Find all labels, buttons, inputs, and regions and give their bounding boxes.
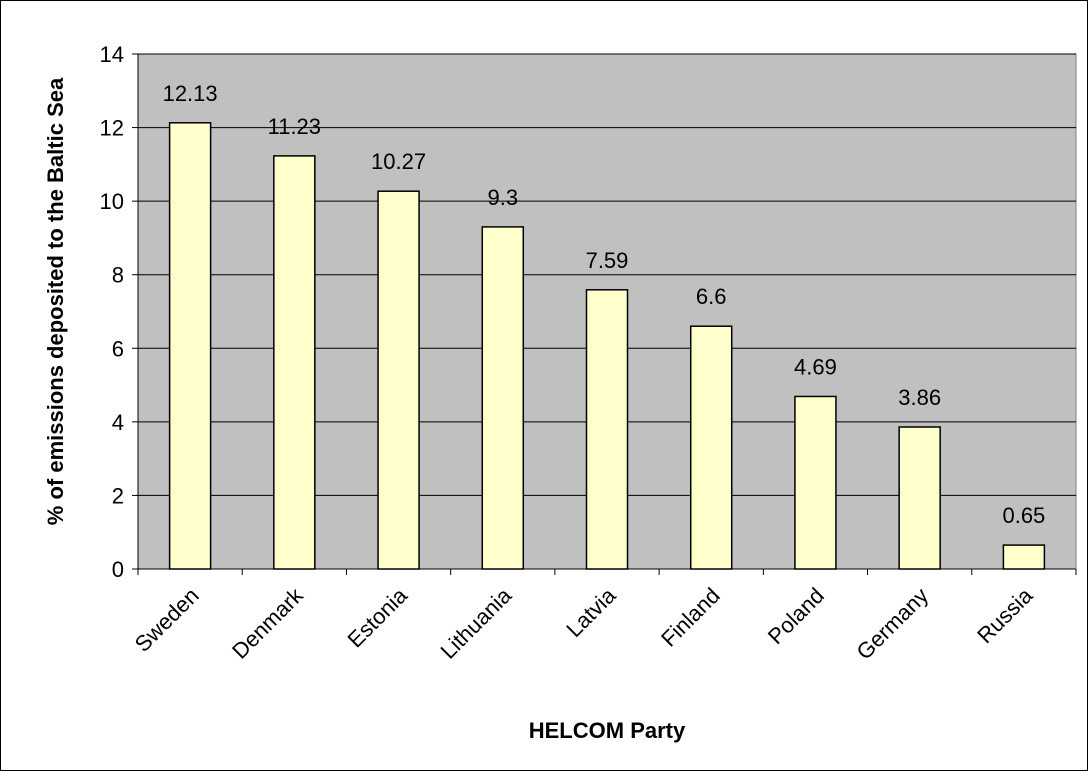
bar-latvia	[585, 289, 629, 570]
data-label-lithuania: 9.3	[487, 185, 518, 210]
y-tick-label: 8	[112, 263, 124, 288]
x-tick-label-russia: Russia	[972, 582, 1038, 648]
y-tick-label: 4	[112, 410, 124, 435]
bars	[168, 122, 1046, 570]
bar-germany	[898, 426, 941, 570]
x-tick-labels: Sweden Denmark Estonia Lithuania Latvia Finla…	[130, 582, 1038, 664]
bar-sweden	[168, 122, 212, 570]
x-tick-label-latvia: Latvia	[561, 582, 621, 642]
data-label-estonia: 10.27	[371, 149, 426, 174]
y-tick-label: 14	[100, 42, 124, 67]
x-tick-label-lithuania: Lithuania	[435, 582, 516, 663]
x-tick-label-finland: Finland	[656, 583, 725, 652]
y-tick-label: 10	[100, 189, 124, 214]
y-tick-labels: 0 2 4 6 8 10 12 14	[100, 42, 124, 582]
bar-finland	[689, 325, 733, 570]
data-labels: 12.13 11.23 10.27 9.3 7.59 6.6 4.69 3.86 0.65	[163, 81, 1046, 528]
y-tick-label: 6	[112, 336, 124, 361]
x-tick-label-poland: Poland	[763, 583, 829, 649]
x-axis-title: HELCOM Party	[529, 718, 686, 743]
x-tick-label-denmark: Denmark	[227, 582, 308, 663]
x-tick-label-sweden: Sweden	[130, 583, 204, 657]
data-label-russia: 0.65	[1002, 503, 1045, 528]
bar-poland	[794, 395, 837, 570]
y-axis-title: % of emissions deposited to the Baltic S…	[43, 77, 68, 525]
y-tick-label: 12	[100, 116, 124, 141]
bar-denmark	[273, 155, 316, 570]
bar-lithuania	[481, 226, 525, 570]
x-tick-label-estonia: Estonia	[343, 582, 413, 652]
x-tick-label-germany: Germany	[852, 583, 934, 665]
data-label-germany: 3.86	[898, 385, 941, 410]
data-label-sweden: 12.13	[163, 81, 218, 106]
y-tick-label: 0	[112, 557, 124, 582]
y-tick-label: 2	[112, 483, 124, 508]
data-label-poland: 4.69	[794, 354, 837, 379]
data-label-latvia: 7.59	[586, 248, 629, 273]
data-label-denmark: 11.23	[268, 114, 321, 139]
data-label-finland: 6.6	[696, 284, 727, 309]
bar-russia	[1002, 544, 1046, 570]
axes	[132, 53, 1077, 575]
bar-estonia	[377, 190, 420, 570]
